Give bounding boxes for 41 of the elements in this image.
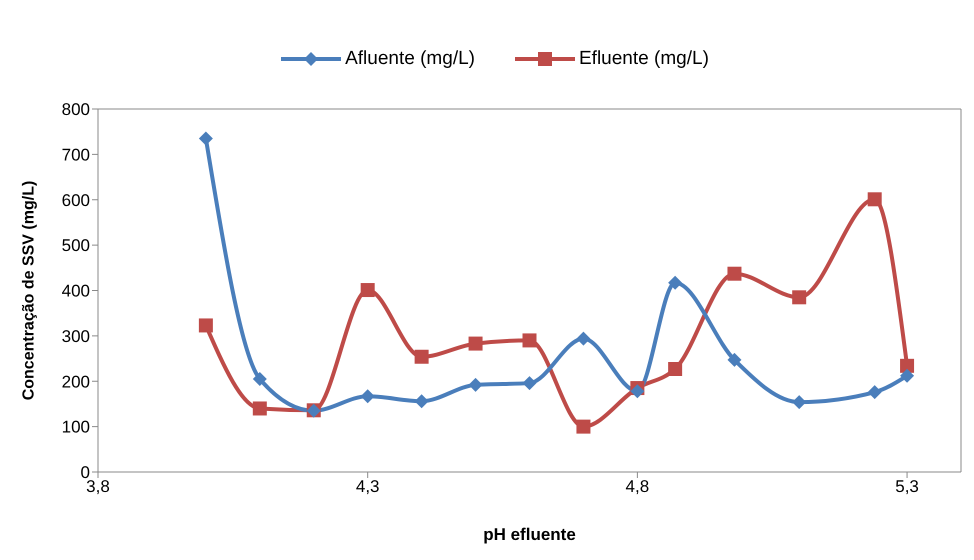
point [668, 276, 682, 290]
point [630, 384, 644, 398]
point [668, 362, 682, 376]
y-tick-label: 300 [62, 326, 90, 346]
y-tick-label: 800 [62, 100, 90, 120]
x-tick-label: 4,8 [626, 477, 650, 496]
point [727, 352, 742, 367]
point [468, 336, 483, 351]
x-axis-title: pH efluente [483, 525, 576, 544]
point [198, 318, 213, 332]
point [522, 376, 536, 390]
point [468, 378, 483, 392]
point [868, 192, 882, 206]
point [198, 131, 213, 146]
point [576, 332, 590, 346]
point [414, 394, 429, 408]
point [252, 372, 267, 386]
y-tick-label: 400 [62, 282, 90, 301]
y-tick-label: 200 [62, 372, 90, 392]
point [522, 333, 536, 348]
x-tick-label: 5,3 [895, 477, 919, 496]
y-tick-label: 100 [62, 418, 90, 437]
y-tick-label: 500 [62, 236, 90, 256]
legend-label: Efluente (mg/L) [579, 48, 709, 70]
point [360, 389, 375, 404]
point [576, 420, 590, 434]
point [360, 283, 375, 298]
y-axis-title: Concentração de SSV (mg/L) [20, 180, 38, 400]
y-tick-label: 700 [62, 145, 90, 164]
x-tick-label: 4,3 [356, 477, 380, 496]
x-tick-label: 3,8 [86, 477, 110, 496]
point [868, 385, 882, 400]
legend-label: Afluente (mg/L) [345, 48, 475, 70]
point [792, 395, 806, 410]
point [727, 266, 742, 281]
point [792, 290, 806, 304]
point [252, 401, 267, 416]
point [900, 368, 914, 383]
point [900, 358, 914, 373]
y-tick-label: 600 [62, 190, 90, 210]
point [414, 350, 429, 364]
